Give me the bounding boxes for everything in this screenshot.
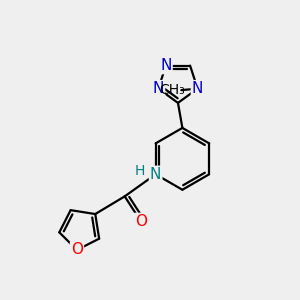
Text: CH₃: CH₃ — [160, 83, 185, 97]
Text: O: O — [71, 242, 83, 257]
Text: N: N — [153, 81, 164, 96]
Text: N: N — [192, 81, 203, 96]
Text: O: O — [135, 214, 147, 229]
Text: H: H — [135, 164, 145, 178]
Text: N: N — [150, 167, 161, 182]
Text: N: N — [160, 58, 172, 73]
